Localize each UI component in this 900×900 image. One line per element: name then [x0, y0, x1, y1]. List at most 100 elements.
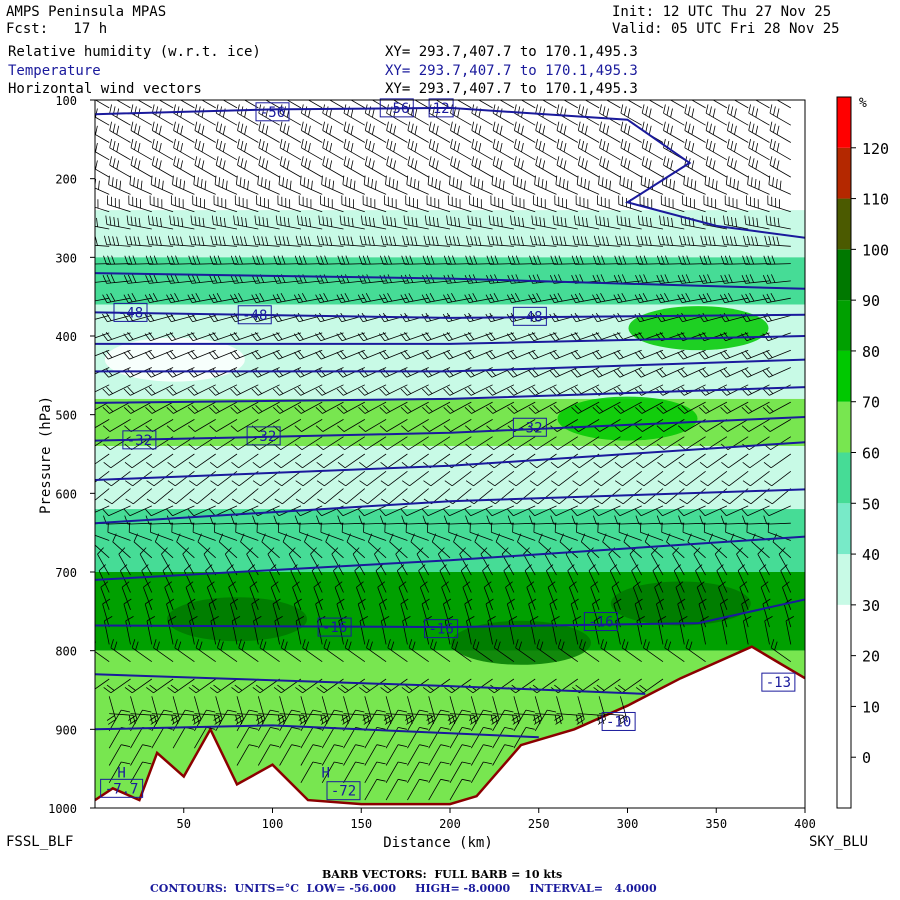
wind-barb — [187, 384, 216, 396]
wind-barb — [556, 156, 578, 178]
wind-barb — [599, 138, 621, 161]
contour-label: -72 — [331, 784, 356, 800]
contour-label: -56 — [384, 101, 409, 117]
wind-barb — [593, 453, 621, 469]
wind-barb — [659, 215, 685, 230]
wind-barb — [577, 121, 600, 143]
wind-barb — [361, 215, 387, 230]
wind-barb — [167, 453, 195, 469]
wind-barb — [364, 138, 387, 161]
terrain-layer — [95, 645, 805, 808]
wind-barb — [685, 639, 706, 663]
wind-barb — [103, 436, 131, 451]
wind-barb — [187, 293, 216, 303]
wind-barb — [657, 488, 685, 505]
wind-barb — [230, 274, 259, 284]
wind-barb — [110, 639, 131, 663]
wind-barb — [634, 505, 664, 517]
wind-barb — [743, 616, 752, 645]
wind-barb — [535, 156, 557, 178]
wind-barb — [614, 255, 642, 265]
wind-barb — [490, 523, 515, 541]
wind-barb — [464, 331, 493, 342]
wind-barb — [506, 598, 515, 628]
wind-barb — [634, 367, 664, 378]
wind-barb — [358, 255, 387, 265]
wind-barb — [471, 156, 493, 178]
wind-barb — [720, 515, 749, 525]
wind-barb — [315, 401, 344, 414]
wind-barb — [189, 488, 216, 505]
wind-barb — [531, 215, 557, 230]
wind-barb — [515, 639, 536, 663]
wind-barb — [492, 709, 514, 732]
wind-barb — [705, 121, 728, 143]
wind-barb — [514, 104, 536, 126]
colorbar-label: 40 — [862, 546, 880, 564]
wind-barb — [167, 255, 195, 265]
wind-barb — [294, 274, 323, 284]
wind-barb — [339, 215, 365, 230]
wind-barb — [167, 235, 195, 247]
wind-barb — [170, 696, 180, 725]
wind-barb — [614, 470, 642, 487]
wind-barb — [718, 581, 728, 610]
wind-barb — [252, 453, 280, 469]
wind-barb — [209, 453, 238, 469]
wind-barb — [215, 121, 238, 143]
wind-barb — [742, 470, 770, 487]
wind-barb — [422, 255, 451, 265]
wind-barb — [574, 215, 600, 230]
wind-barb — [464, 293, 493, 303]
wind-barb — [508, 616, 518, 645]
colorbar-label: 120 — [862, 140, 889, 158]
wind-barb — [103, 453, 131, 469]
wind-barb — [209, 255, 238, 265]
wind-barb — [407, 138, 429, 161]
rh-band — [95, 210, 805, 258]
wind-barb — [443, 419, 472, 432]
wind-barb — [549, 367, 578, 378]
wind-barb — [301, 121, 323, 143]
wind-barb — [635, 678, 664, 694]
wind-barb — [698, 367, 728, 378]
rh-band — [95, 100, 805, 211]
wind-barb — [211, 215, 238, 230]
wind-barb — [336, 331, 365, 342]
wind-barb — [231, 235, 259, 247]
wind-barb — [679, 235, 706, 247]
colorbar-label: 10 — [862, 698, 880, 716]
wind-barb — [251, 401, 280, 414]
wind-barb — [468, 696, 479, 725]
wind-barb — [254, 215, 280, 230]
wind-barb — [422, 515, 451, 525]
wind-barb — [580, 533, 600, 559]
wind-barb — [450, 138, 472, 161]
wind-barb — [403, 215, 429, 230]
wind-barb — [318, 215, 344, 230]
y-tick-label: 700 — [55, 566, 77, 580]
wind-barb — [656, 419, 685, 432]
wind-barb — [151, 156, 174, 178]
wind-barb — [421, 598, 430, 628]
wind-barb — [613, 367, 642, 378]
wind-barb — [357, 505, 387, 517]
wind-barb — [669, 100, 685, 109]
contour-label: -48 — [517, 309, 542, 325]
wind-barb — [654, 581, 664, 610]
wind-barb — [529, 470, 557, 487]
wind-barb — [386, 138, 408, 161]
wind-barb — [402, 616, 411, 645]
colorbar-label: 60 — [862, 445, 880, 463]
wind-barb — [356, 581, 366, 610]
wind-barb — [507, 401, 536, 414]
wind-barb — [226, 564, 238, 593]
wind-barb — [741, 274, 770, 284]
wind-barb — [631, 564, 643, 593]
wind-barb — [699, 453, 728, 469]
wind-barb — [279, 156, 302, 178]
wind-barb — [95, 263, 110, 265]
wind-barb — [124, 678, 153, 694]
wind-barb — [421, 384, 451, 396]
wind-barb — [421, 349, 451, 360]
